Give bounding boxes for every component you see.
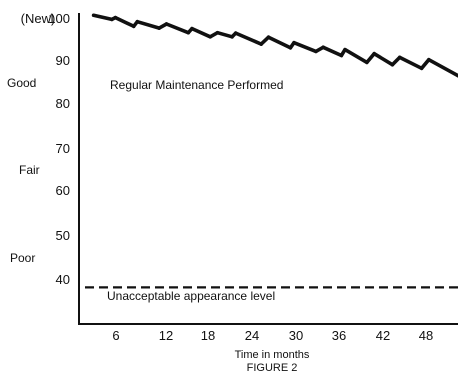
series-point	[266, 35, 271, 39]
series-point	[427, 58, 431, 62]
series-point	[157, 26, 161, 30]
quality-label-poor: Poor	[10, 251, 35, 265]
x-axis-label: Time in months	[235, 349, 310, 361]
series-segment	[135, 19, 161, 30]
series-point	[113, 16, 117, 20]
series-point	[343, 48, 347, 52]
series-segment	[365, 51, 377, 65]
series-point	[215, 31, 220, 35]
figure-caption: FIGURE 2	[247, 362, 298, 374]
x-tick-label: 24	[245, 328, 259, 343]
series-segment	[343, 47, 369, 65]
quality-label-good: Good	[7, 76, 36, 90]
series-point	[186, 31, 190, 35]
series-segment	[292, 40, 318, 54]
series-point	[135, 20, 139, 24]
y-tick-label: 50	[56, 228, 70, 243]
series-segment	[372, 51, 395, 67]
x-tick-labels: 6 12 18 24 30 36 42 48	[112, 328, 433, 343]
series-segment	[91, 13, 114, 22]
series-segment	[113, 15, 136, 29]
series-segment	[426, 57, 458, 78]
series-segment	[164, 22, 191, 35]
curve-label: Regular Maintenance Performed	[110, 78, 283, 92]
series-segment	[321, 45, 344, 58]
series-point	[132, 24, 136, 28]
series-point	[390, 63, 394, 67]
y-tick-label: 80	[56, 96, 70, 111]
y-quality-labels: Good Fair Poor	[7, 76, 40, 265]
series-segment	[397, 55, 424, 71]
series-point	[208, 35, 212, 39]
x-tick-label: 36	[332, 328, 346, 343]
series-point	[321, 45, 325, 49]
series-segment	[233, 31, 264, 46]
series-point	[234, 31, 238, 35]
x-tick-label: 42	[376, 328, 390, 343]
series-segment	[419, 57, 431, 71]
series-point	[288, 46, 292, 50]
x-tick-label: 6	[112, 328, 119, 343]
x-tick-label: 48	[419, 328, 433, 343]
threshold-label: Unacceptable appearance level	[107, 289, 275, 303]
x-tick-label: 30	[289, 328, 303, 343]
quality-label-fair: Fair	[19, 163, 40, 177]
y-tick-label: 90	[56, 53, 70, 68]
y-tick-label: 70	[56, 141, 70, 156]
y-tick-label: 100	[48, 11, 70, 26]
series-point	[292, 41, 296, 45]
series-point	[190, 27, 194, 31]
series-point	[164, 22, 169, 26]
series-layer	[91, 13, 458, 78]
y-tick-label: 40	[56, 272, 70, 287]
series-point	[230, 35, 234, 39]
series-point	[110, 17, 114, 21]
series-point	[339, 53, 343, 58]
series-segment	[266, 35, 293, 50]
y-top-prefix: (New)	[21, 11, 56, 26]
series-point	[372, 52, 376, 56]
y-tick-label: 60	[56, 183, 70, 198]
series-point	[92, 13, 96, 17]
series-segment	[190, 26, 212, 39]
series-point	[420, 66, 424, 70]
series-point	[365, 60, 369, 64]
series-point	[398, 55, 402, 60]
x-tick-label: 12	[159, 328, 173, 343]
x-tick-label: 18	[201, 328, 215, 343]
y-tick-labels: 100 90 80 70 60 50 40	[48, 11, 70, 287]
series-point	[314, 49, 318, 54]
series-point	[259, 42, 263, 46]
series-segment	[215, 30, 234, 39]
